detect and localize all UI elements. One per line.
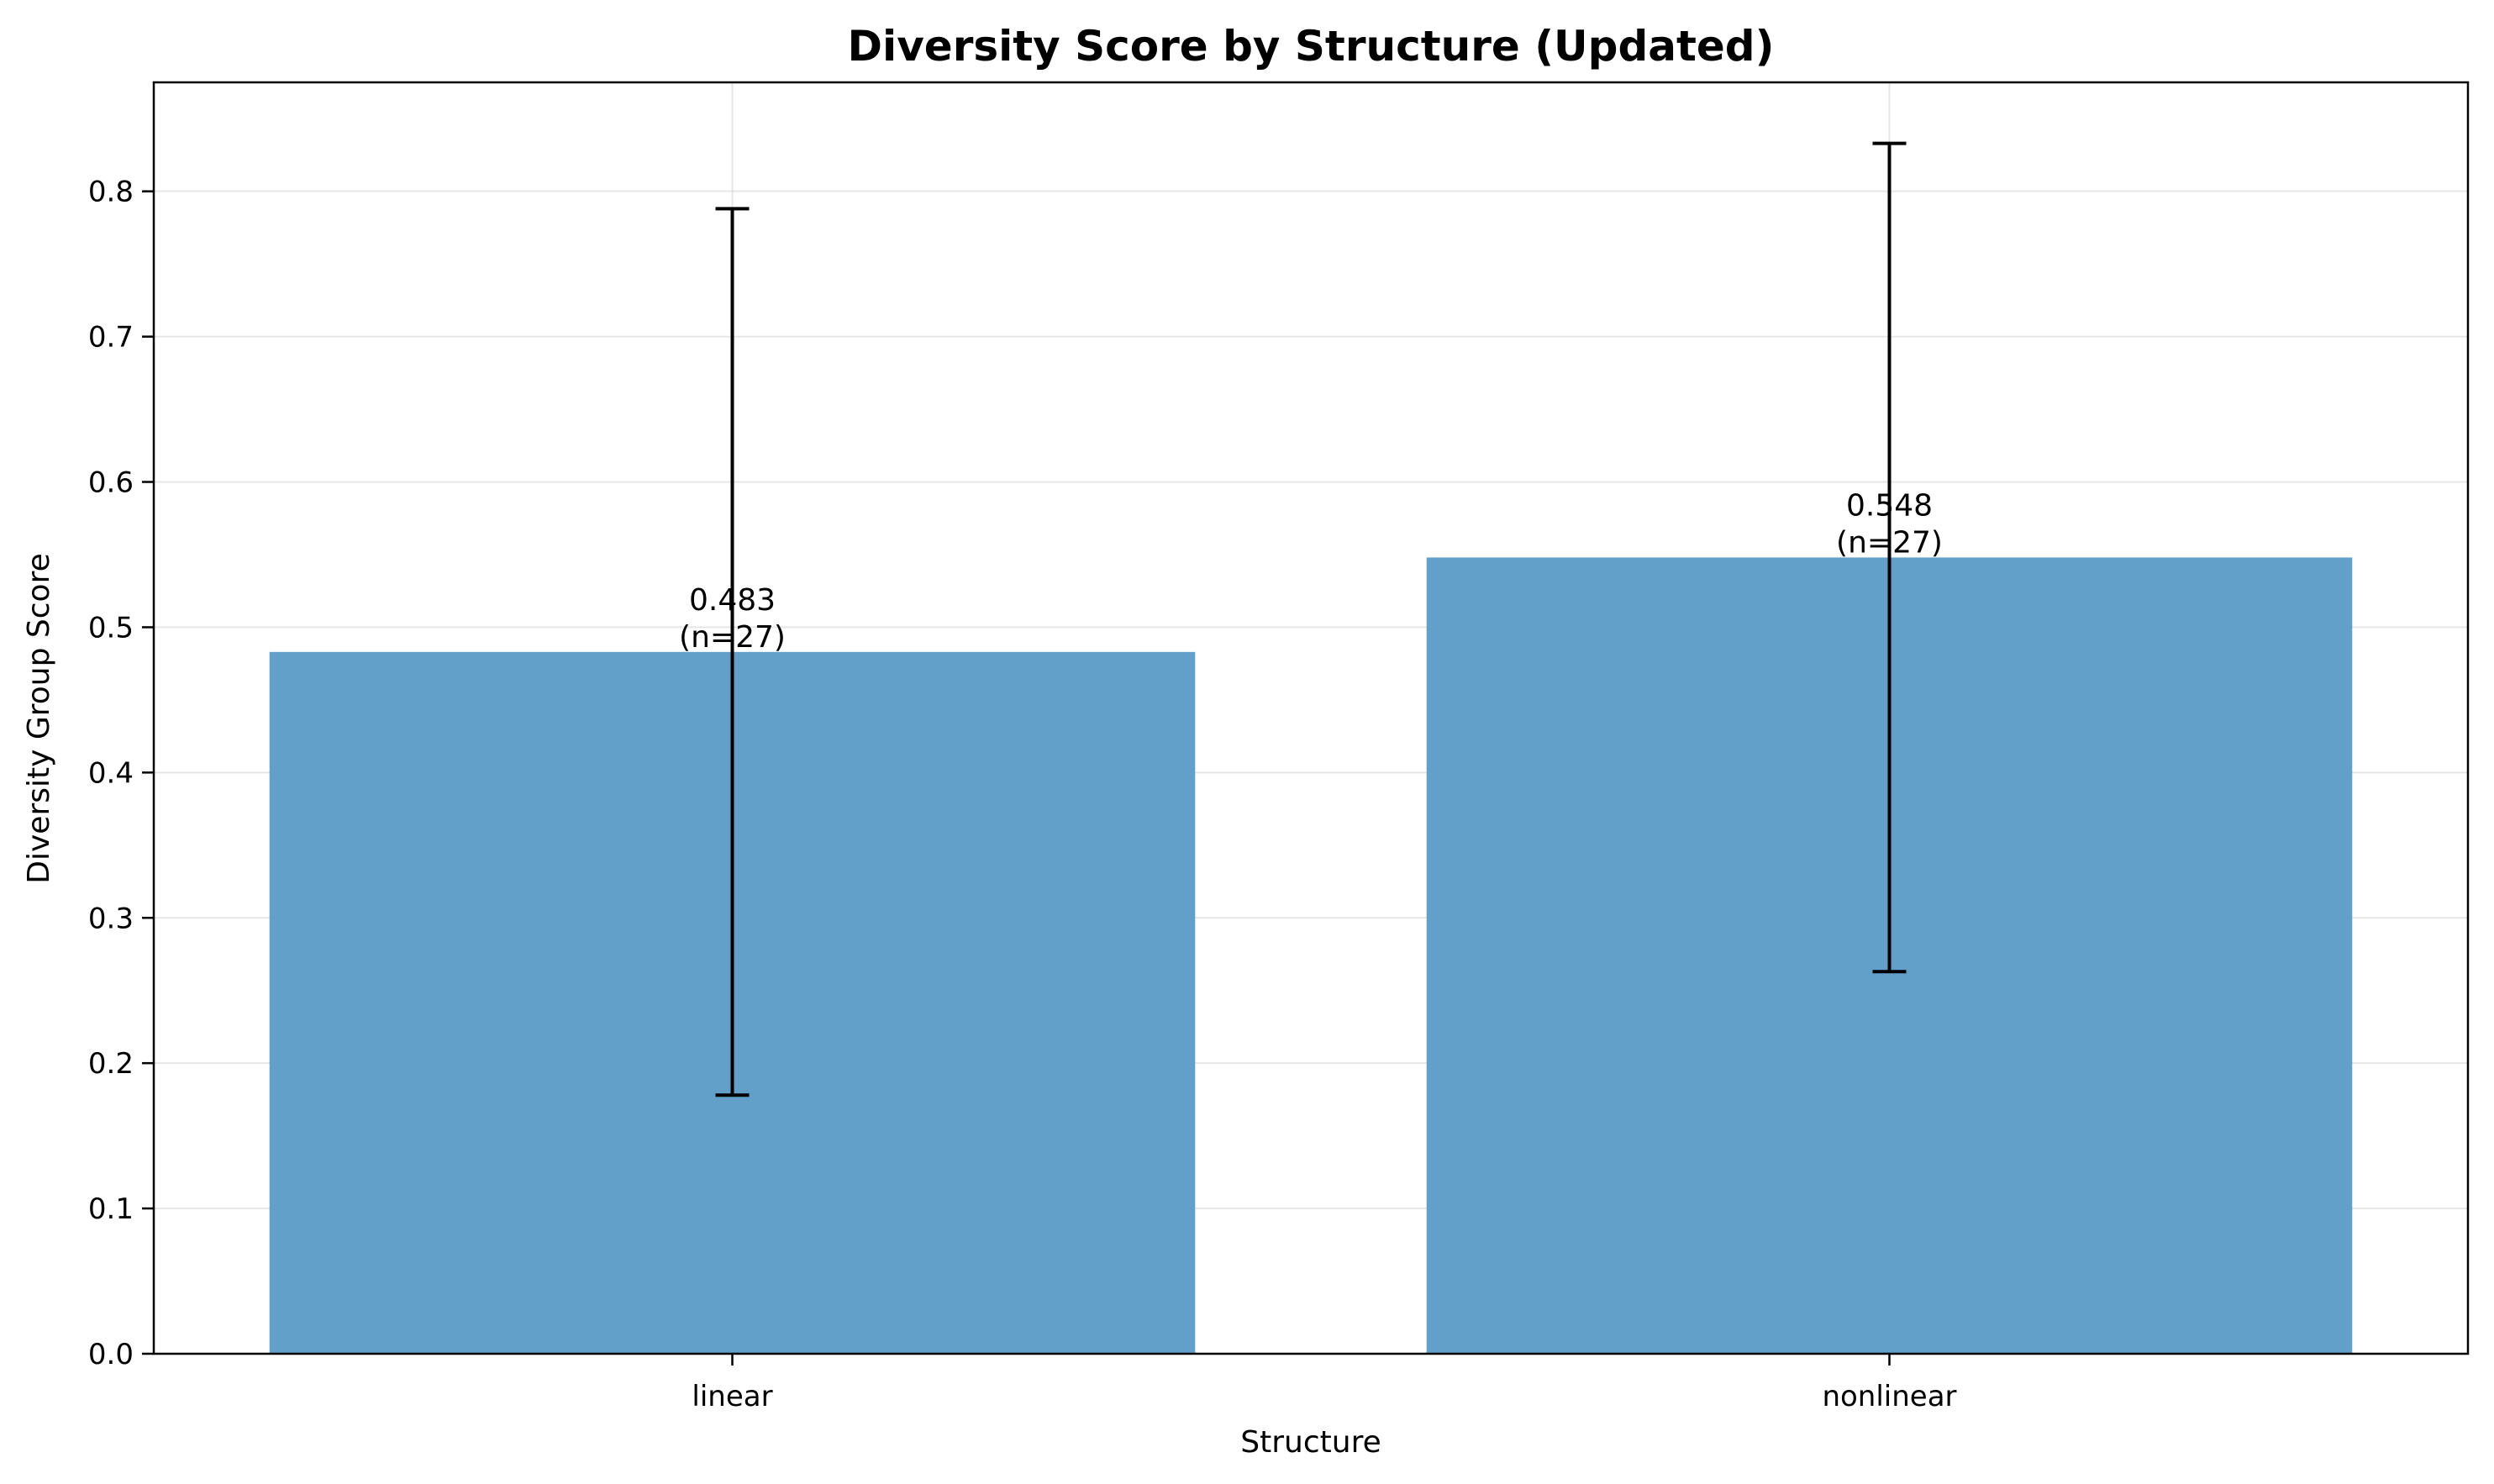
data-labels: 0.483(n=27)0.548(n=27) <box>679 488 1943 654</box>
y-tick-label: 0.8 <box>88 176 134 209</box>
bars <box>269 557 2353 1354</box>
data-label-value: 0.483 <box>689 583 776 618</box>
y-tick-label: 0.4 <box>88 756 134 790</box>
axes: 0.0 0.1 0.2 0.3 0.4 0.5 0.6 0.7 0.8 linear nonline… <box>88 81 2470 1413</box>
y-tick-label: 0.7 <box>88 321 134 355</box>
y-tick-label: 0.5 <box>88 611 134 645</box>
y-tick-label: 0.6 <box>88 466 134 500</box>
chart-title: Diversity Score by Structure (Updated) <box>848 22 1775 71</box>
x-axis-label: Structure <box>1240 1425 1381 1460</box>
y-tick-label: 0.2 <box>88 1047 134 1081</box>
y-tick-label: 0.0 <box>88 1338 134 1371</box>
y-axis-label: Diversity Group Score <box>22 553 56 883</box>
x-tick-label: linear <box>692 1380 772 1413</box>
data-label-count: (n=27) <box>1836 525 1943 560</box>
y-tick-label: 0.1 <box>88 1192 134 1226</box>
data-label-count: (n=27) <box>679 620 786 655</box>
plot-frame <box>152 81 2470 1355</box>
x-tick-label: nonlinear <box>1822 1380 1956 1413</box>
y-tick-label: 0.3 <box>88 902 134 935</box>
data-label-value: 0.548 <box>1846 488 1933 523</box>
error-bars <box>715 141 1907 1097</box>
